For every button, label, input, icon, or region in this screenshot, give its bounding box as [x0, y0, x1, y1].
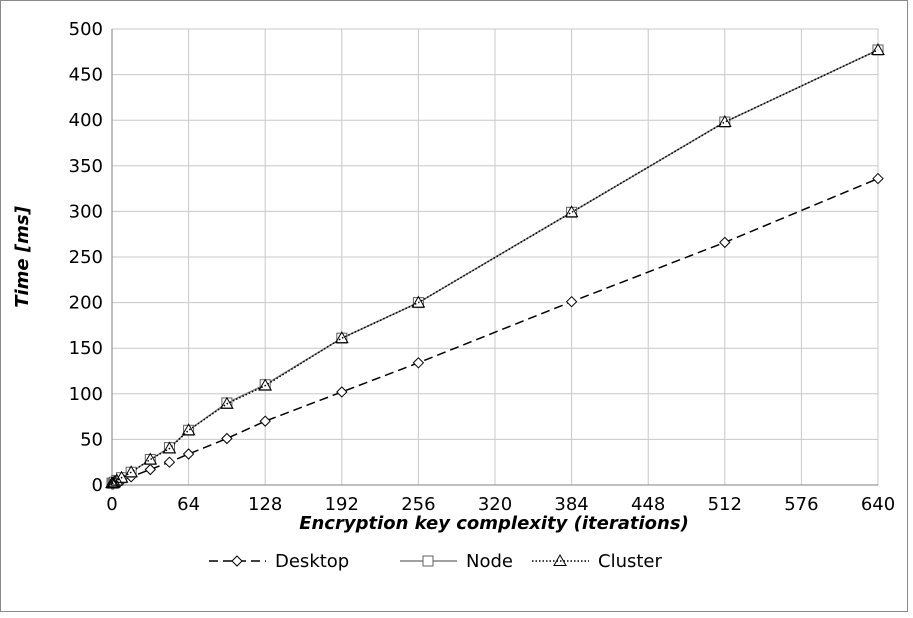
axis-layer: [111, 29, 878, 486]
desktop-point: [259, 415, 271, 427]
desktop-point: [221, 432, 233, 445]
x-tick-label: 192: [325, 494, 359, 515]
cluster-point: [143, 452, 158, 465]
cluster-point: [564, 205, 579, 218]
cluster-series: [105, 42, 885, 489]
x-tick-label: 0: [106, 494, 117, 515]
desktop-point: [144, 463, 157, 476]
desktop-point: [565, 295, 578, 308]
x-tick-label: 512: [708, 494, 742, 515]
y-tick-label: 300: [69, 201, 103, 222]
y-tick-label: 350: [69, 156, 103, 177]
desktop-point: [182, 448, 195, 460]
y-tick-label: 0: [92, 475, 103, 496]
cluster-point: [181, 423, 196, 436]
cluster-point: [871, 42, 885, 55]
legend-item-cluster: Cluster: [532, 551, 662, 572]
y-tick-label: 450: [69, 65, 103, 86]
legend: Desktop Node Cluster: [209, 551, 662, 572]
cluster-point: [334, 331, 349, 344]
legend-marker-desktop: [231, 555, 243, 567]
cluster-point: [109, 473, 124, 486]
desktop-point: [412, 357, 425, 369]
legend-marker-node: [422, 555, 434, 567]
y-tick-label: 400: [69, 110, 103, 131]
tick-layer: 0 50 100 150 200 250 300 350 400 450 500 0 64 128 192 2…: [69, 19, 896, 515]
cluster-point: [162, 441, 177, 454]
cluster-point: [107, 475, 122, 488]
x-axis-title: Encryption key complexity (iterations): [299, 513, 689, 534]
series-layer: [105, 42, 885, 490]
y-tick-label: 500: [69, 19, 103, 40]
x-tick-label: 576: [784, 494, 818, 515]
x-tick-label: 320: [478, 494, 512, 515]
cluster-point: [220, 396, 234, 409]
y-tick-label: 50: [80, 429, 103, 450]
y-tick-label: 150: [69, 338, 103, 359]
cluster-point: [258, 378, 273, 391]
x-tick-label: 384: [554, 494, 588, 515]
y-axis-title: Time [ms]: [12, 205, 33, 307]
y-tick-label: 200: [69, 293, 103, 314]
x-tick-label: 256: [401, 494, 435, 515]
legend-marker-cluster: [553, 553, 567, 566]
desktop-point: [336, 386, 348, 398]
desktop-point: [163, 456, 176, 468]
y-tick-label: 100: [69, 384, 103, 405]
cluster-point: [411, 295, 426, 308]
cluster-point: [717, 115, 732, 128]
x-tick-label: 128: [248, 494, 282, 515]
node-point: [259, 379, 271, 391]
cluster-point: [124, 465, 139, 478]
x-tick-label: 640: [861, 494, 895, 515]
desktop-point: [719, 236, 731, 249]
legend-label-cluster: Cluster: [598, 551, 662, 572]
x-tick-label: 64: [177, 494, 200, 515]
legend-label-desktop: Desktop: [275, 551, 349, 572]
legend-item-node: Node: [400, 551, 513, 572]
y-tick-label: 250: [69, 247, 103, 268]
desktop-point: [872, 172, 884, 185]
x-tick-label: 448: [631, 494, 665, 515]
legend-label-node: Node: [466, 551, 513, 572]
legend-item-desktop: Desktop: [209, 551, 349, 572]
